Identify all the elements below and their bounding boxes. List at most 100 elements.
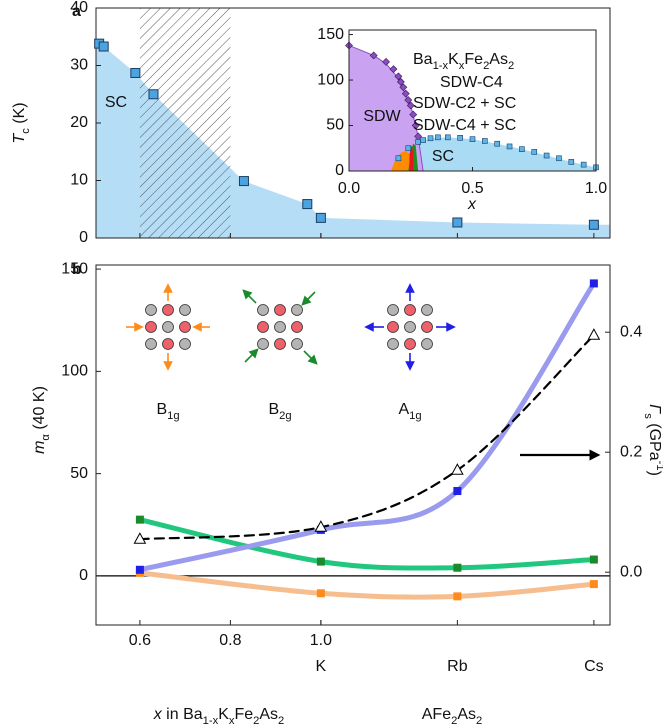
text-part: x bbox=[459, 60, 465, 72]
atom bbox=[387, 321, 399, 333]
text-part: (K) bbox=[11, 102, 28, 128]
x-axis-label: x bbox=[467, 196, 477, 213]
tn-point bbox=[382, 57, 390, 66]
text-part: α bbox=[40, 434, 52, 441]
text-part: 1g bbox=[409, 410, 421, 422]
data-point bbox=[314, 520, 328, 532]
y2-tick-label: 0.2 bbox=[620, 443, 642, 460]
text-part: 2 bbox=[451, 715, 457, 727]
tc-point bbox=[494, 140, 501, 147]
data-point bbox=[316, 557, 325, 566]
text-part: in Ba bbox=[162, 706, 203, 723]
annotation: SC bbox=[105, 94, 127, 111]
atom bbox=[421, 338, 433, 350]
text-part: B bbox=[268, 401, 279, 418]
legend-label: B2g bbox=[268, 401, 291, 422]
text-part: T bbox=[11, 133, 28, 144]
phase-region bbox=[409, 145, 414, 171]
text-part: 2 bbox=[508, 60, 514, 72]
dashed-line bbox=[138, 334, 595, 541]
data-point bbox=[135, 565, 144, 574]
hatched-region bbox=[139, 8, 231, 238]
atom bbox=[257, 338, 269, 350]
fit-line bbox=[137, 570, 597, 600]
atom bbox=[162, 321, 174, 333]
text-part: m bbox=[31, 441, 48, 454]
atom bbox=[387, 304, 399, 316]
text-part: -1 bbox=[654, 461, 663, 471]
tc-point bbox=[435, 134, 441, 141]
y-axis-label: Tc (K) bbox=[11, 102, 32, 143]
axes-frame bbox=[95, 264, 611, 626]
atom bbox=[274, 321, 286, 333]
y-axis-label: mα (40 K) bbox=[31, 386, 52, 454]
sc-region bbox=[388, 137, 596, 171]
annotation: SC bbox=[432, 148, 454, 165]
arrow bbox=[301, 291, 316, 306]
atom bbox=[421, 304, 433, 316]
text-part: Fe bbox=[464, 51, 483, 68]
atom bbox=[179, 321, 191, 333]
atom bbox=[404, 304, 416, 316]
tc-point bbox=[531, 149, 538, 155]
data-point bbox=[589, 555, 598, 564]
atom bbox=[291, 338, 303, 350]
text-part: (40 K) bbox=[31, 386, 48, 434]
tc-point bbox=[405, 145, 412, 152]
tn-point bbox=[396, 77, 405, 86]
x-tick-label: 0.5 bbox=[461, 180, 483, 197]
text-part: 2 bbox=[476, 715, 482, 727]
atom bbox=[145, 304, 157, 316]
atom bbox=[387, 338, 399, 350]
text-part: Ba bbox=[413, 51, 433, 68]
legend-label: A1g bbox=[398, 401, 421, 422]
atom bbox=[274, 304, 286, 316]
tn-point bbox=[404, 96, 413, 104]
y-tick-label: 10 bbox=[70, 172, 88, 189]
data-point bbox=[315, 212, 326, 223]
tn-point bbox=[409, 110, 418, 119]
text-part: 2 bbox=[278, 715, 284, 727]
legend-label: SDW-C4 + SC bbox=[413, 117, 516, 134]
y-tick-label: 150 bbox=[317, 26, 344, 43]
text-part: K bbox=[218, 706, 229, 723]
y-tick-label: 100 bbox=[61, 363, 88, 380]
text-part: As bbox=[457, 706, 476, 723]
category-label: Cs bbox=[584, 658, 604, 675]
panel-label: b bbox=[72, 261, 82, 278]
data-point bbox=[453, 563, 462, 572]
y-tick-label: 100 bbox=[317, 71, 344, 88]
data-point bbox=[302, 199, 313, 210]
tc-point bbox=[420, 137, 426, 143]
arrow bbox=[242, 289, 257, 304]
tc-point bbox=[444, 134, 451, 141]
atom bbox=[145, 338, 157, 350]
y-tick-label: 0 bbox=[79, 229, 88, 246]
arrow bbox=[244, 348, 259, 363]
data-point bbox=[130, 67, 141, 78]
legend-label: SDW-C4 bbox=[440, 74, 503, 91]
text-part: A bbox=[398, 401, 409, 418]
text-part: 2g bbox=[279, 410, 291, 422]
data-point bbox=[589, 580, 598, 589]
tc-point bbox=[543, 152, 550, 159]
atom bbox=[421, 321, 433, 333]
atom bbox=[274, 338, 286, 350]
text-part: Γ bbox=[646, 404, 663, 414]
atom bbox=[291, 321, 303, 333]
tc-point bbox=[556, 155, 562, 162]
y-tick-label: 40 bbox=[70, 0, 88, 16]
tc-point bbox=[457, 134, 463, 141]
atom bbox=[291, 304, 303, 316]
data-point bbox=[453, 592, 462, 601]
text-part: ) bbox=[646, 471, 663, 476]
tc-point bbox=[519, 146, 525, 152]
data-point bbox=[588, 219, 599, 230]
tn-point bbox=[401, 89, 410, 98]
tc-point bbox=[580, 161, 587, 168]
data-point bbox=[451, 463, 464, 475]
category-label: K bbox=[316, 658, 327, 675]
atom bbox=[257, 321, 269, 333]
x-tick-label: 0.6 bbox=[129, 632, 151, 649]
